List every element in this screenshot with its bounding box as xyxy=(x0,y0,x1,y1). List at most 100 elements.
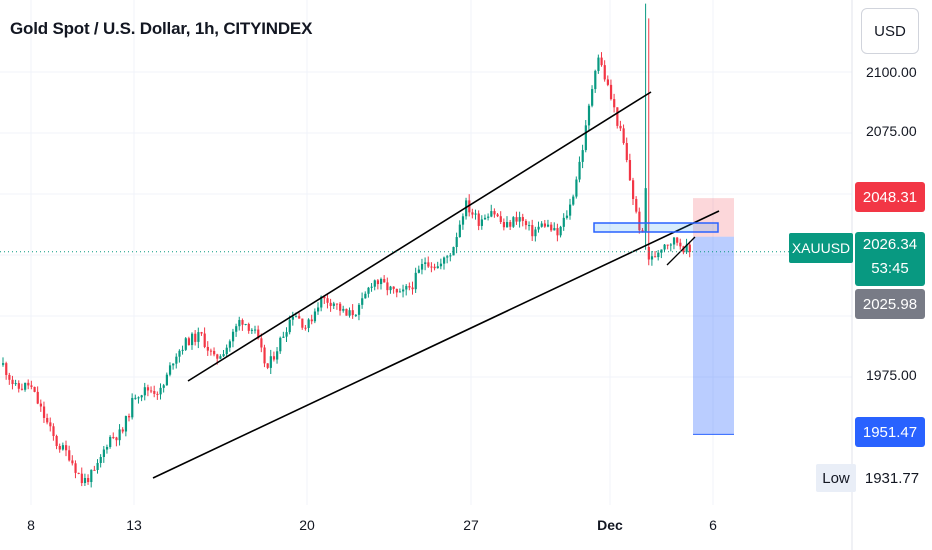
candle-body xyxy=(587,105,591,126)
candle-body xyxy=(263,347,266,364)
candle-body xyxy=(506,222,509,228)
time-tick-13: 13 xyxy=(126,517,142,533)
candle-body xyxy=(641,230,644,233)
price-tick-1975: 1975.00 xyxy=(866,367,917,383)
channel-lower-trendline xyxy=(152,210,720,479)
candle-body xyxy=(657,252,660,258)
candle-body xyxy=(304,327,307,329)
candle-body xyxy=(468,200,471,213)
candle-body xyxy=(654,256,657,258)
candle-body xyxy=(36,391,39,404)
candle-body xyxy=(660,249,663,253)
candle-body xyxy=(534,229,537,237)
candle-body xyxy=(597,57,600,71)
candle-body xyxy=(411,287,414,290)
candle-body xyxy=(685,244,688,253)
candle-body xyxy=(257,329,260,339)
candle-body xyxy=(471,212,474,215)
time-tick-27: 27 xyxy=(463,517,479,533)
candle-body xyxy=(291,316,294,320)
currency-button[interactable]: USD xyxy=(861,8,919,54)
candle-body xyxy=(427,262,430,267)
candle-body xyxy=(241,320,244,325)
current-price-value: 2026.34 xyxy=(862,236,918,253)
symbol-tag: XAUUSD xyxy=(789,233,853,263)
candle-body xyxy=(156,393,159,395)
candle-body xyxy=(613,99,616,108)
candle-body xyxy=(143,387,146,396)
candle-body xyxy=(392,286,395,289)
candle-body xyxy=(638,211,641,231)
candle-body xyxy=(524,220,528,226)
candle-body xyxy=(298,316,301,319)
candle-body xyxy=(310,319,313,322)
candle-body xyxy=(455,237,458,248)
candle-body xyxy=(578,161,581,180)
candle-body xyxy=(424,262,427,265)
candle-body xyxy=(191,333,194,346)
candle-body xyxy=(376,280,380,285)
candle-body xyxy=(559,226,562,236)
candle-body xyxy=(58,445,61,450)
candle-body xyxy=(326,298,329,303)
candle-body xyxy=(61,445,65,450)
candle-body xyxy=(515,217,518,222)
candle-body xyxy=(616,107,619,126)
candle-body xyxy=(465,200,468,217)
time-tick-8: 8 xyxy=(27,517,35,533)
candle-body xyxy=(480,219,483,226)
candle-body xyxy=(619,125,622,129)
candle-body xyxy=(650,256,654,260)
candle-body xyxy=(521,217,524,221)
candle-body xyxy=(556,228,559,236)
candle-body xyxy=(39,403,42,407)
candle-body xyxy=(197,332,200,342)
candle-body xyxy=(389,286,392,291)
channel-upper-trendline xyxy=(187,91,652,382)
candle-body xyxy=(172,363,175,366)
candle-body xyxy=(436,266,439,269)
candle-body xyxy=(200,332,203,334)
candle-body xyxy=(644,188,647,233)
candle-body xyxy=(364,293,367,299)
candle-body xyxy=(307,319,310,328)
candle-body xyxy=(175,356,178,364)
candle-body xyxy=(24,382,27,390)
candle-body xyxy=(550,224,553,231)
candle-body xyxy=(402,289,405,292)
candle-body xyxy=(162,385,165,388)
candle-body xyxy=(553,228,556,231)
candle-body xyxy=(518,217,521,222)
candle-body xyxy=(301,318,304,328)
candle-body xyxy=(490,211,493,217)
candle-body xyxy=(609,84,613,100)
candle-body xyxy=(509,222,512,227)
candle-body xyxy=(128,416,131,418)
candle-body xyxy=(238,320,241,327)
candle-body xyxy=(493,211,496,215)
candle-body xyxy=(502,222,506,228)
price-tick-2075: 2075.00 xyxy=(866,123,917,139)
candle-body xyxy=(499,216,502,223)
candle-body xyxy=(420,264,424,270)
candle-body xyxy=(124,416,128,432)
candle-body xyxy=(433,266,436,269)
candle-body xyxy=(159,387,162,395)
candle-body xyxy=(146,387,150,391)
bar-countdown: 53:45 xyxy=(871,260,909,277)
candle-body xyxy=(688,244,691,253)
candle-body xyxy=(452,247,455,256)
time-tick-dec: Dec xyxy=(597,517,623,533)
candle-body xyxy=(647,246,650,260)
candle-body xyxy=(461,216,465,225)
candle-body xyxy=(140,395,143,398)
candle-body xyxy=(370,286,373,288)
candle-body xyxy=(591,89,594,106)
candle-body xyxy=(285,332,288,337)
candle-body xyxy=(90,469,93,483)
candle-body xyxy=(531,225,534,237)
candle-body xyxy=(247,323,250,331)
candle-body xyxy=(131,397,134,418)
